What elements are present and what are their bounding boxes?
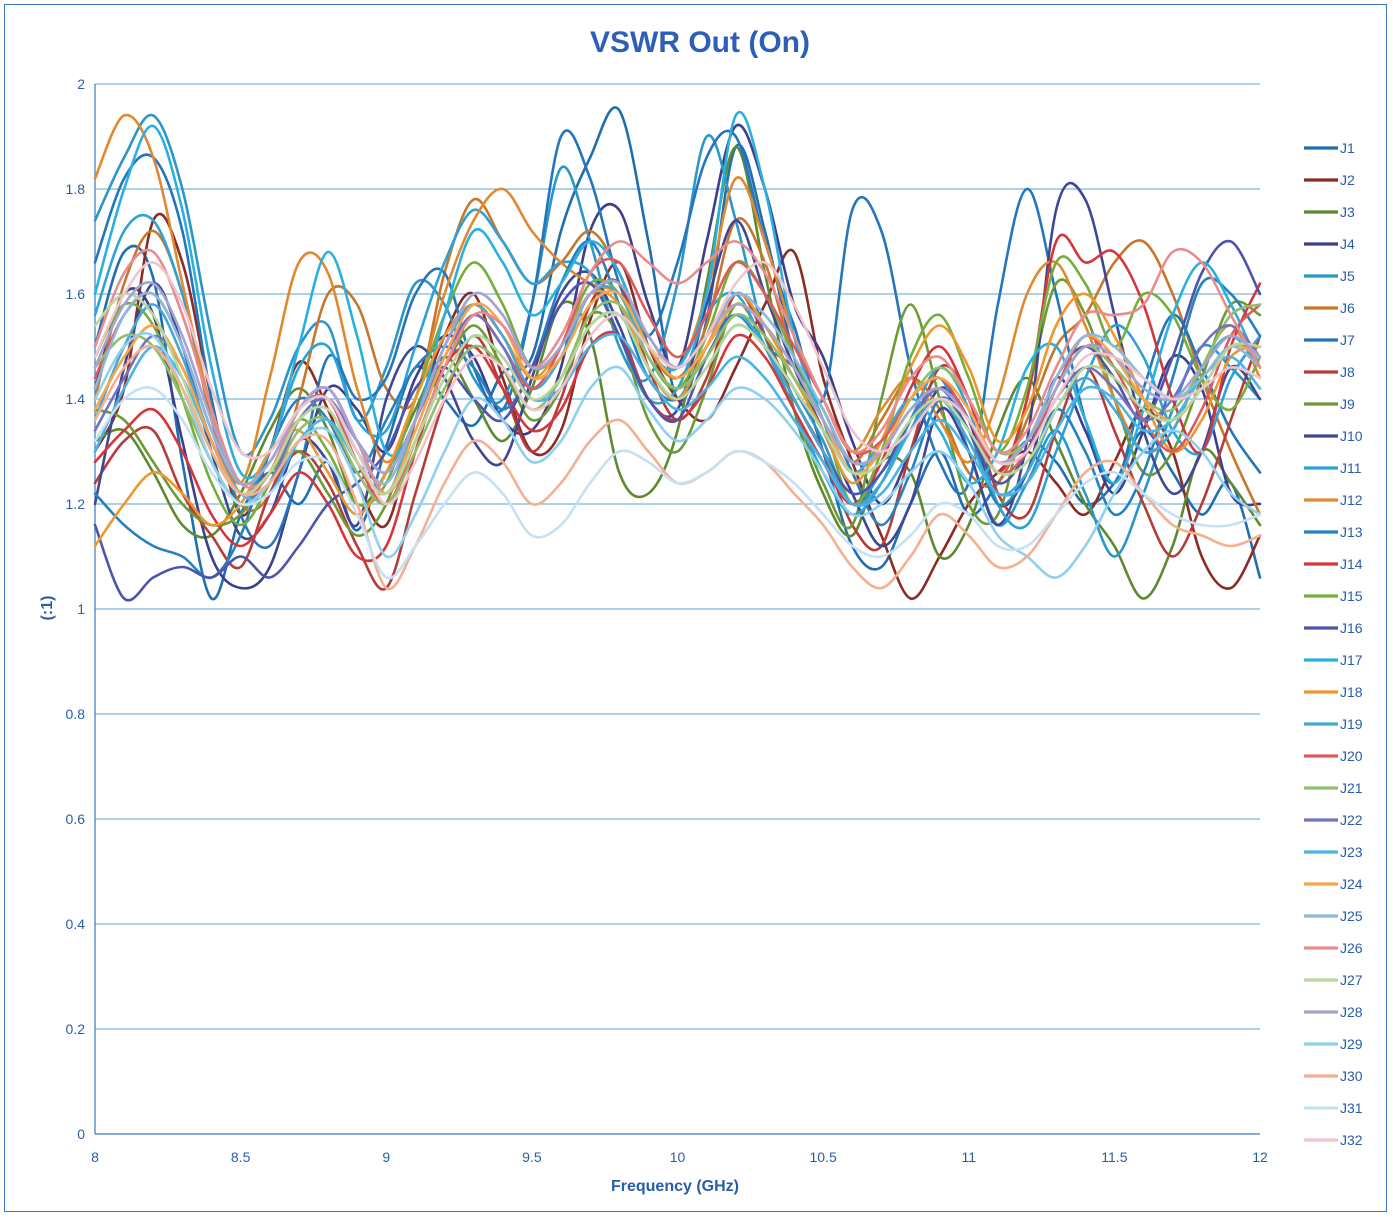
legend-label-j24: J24 bbox=[1340, 876, 1363, 892]
legend-label-j4: J4 bbox=[1340, 236, 1355, 252]
series-line-j23 bbox=[93, 332, 1262, 508]
y-axis-title: (:1) bbox=[39, 596, 56, 621]
x-tick-label: 9 bbox=[382, 1149, 390, 1165]
series-line-j17 bbox=[93, 111, 1262, 485]
x-tick-label: 12 bbox=[1252, 1149, 1268, 1165]
y-tick-label: 1.8 bbox=[66, 181, 86, 197]
series-line-j24 bbox=[93, 289, 1262, 496]
series-line-j2 bbox=[93, 212, 1262, 600]
y-tick-label: 1.6 bbox=[66, 286, 86, 302]
series-line-j1 bbox=[93, 106, 1262, 601]
legend-label-j14: J14 bbox=[1340, 556, 1363, 572]
legend-label-j10: J10 bbox=[1340, 428, 1363, 444]
legend-label-j12: J12 bbox=[1340, 492, 1363, 508]
series-line-j32 bbox=[93, 260, 1262, 506]
legend-label-j16: J16 bbox=[1340, 620, 1363, 636]
y-tick-label: 1 bbox=[77, 601, 85, 617]
legend-label-j11: J11 bbox=[1340, 460, 1362, 476]
series-line-j27 bbox=[93, 292, 1262, 496]
series-line-j22 bbox=[93, 310, 1262, 498]
series-lines bbox=[93, 106, 1262, 602]
legend-label-j9: J9 bbox=[1340, 396, 1355, 412]
y-tick-label: 2 bbox=[77, 76, 85, 92]
legend-label-j25: J25 bbox=[1340, 908, 1363, 924]
legend-label-j31: J31 bbox=[1340, 1100, 1363, 1116]
legend-label-j30: J30 bbox=[1340, 1068, 1363, 1084]
y-tick-label: 0.6 bbox=[66, 811, 86, 827]
legend-label-j27: J27 bbox=[1340, 972, 1363, 988]
chart-title: VSWR Out (On) bbox=[590, 26, 810, 59]
x-tick-label: 8 bbox=[91, 1149, 99, 1165]
legend-label-j3: J3 bbox=[1340, 204, 1355, 220]
x-tick-label: 9.5 bbox=[522, 1149, 542, 1165]
legend-label-j29: J29 bbox=[1340, 1036, 1363, 1052]
legend-label-j2: J2 bbox=[1340, 172, 1355, 188]
legend-label-j28: J28 bbox=[1340, 1004, 1363, 1020]
y-tick-label: 0 bbox=[77, 1126, 85, 1142]
x-tick-label: 11 bbox=[961, 1149, 976, 1165]
y-tick-label: 0.2 bbox=[66, 1021, 86, 1037]
legend-label-j5: J5 bbox=[1340, 268, 1355, 284]
legend-label-j26: J26 bbox=[1340, 940, 1363, 956]
legend-label-j15: J15 bbox=[1340, 588, 1363, 604]
legend-label-j20: J20 bbox=[1340, 748, 1363, 764]
legend-label-j7: J7 bbox=[1340, 332, 1355, 348]
legend-label-j1: J1 bbox=[1340, 140, 1355, 156]
legend-label-j32: J32 bbox=[1340, 1132, 1363, 1148]
x-tick-label: 10.5 bbox=[810, 1149, 837, 1165]
y-tick-label: 1.4 bbox=[66, 391, 86, 407]
y-tick-label: 0.4 bbox=[66, 916, 86, 932]
series-line-j29 bbox=[93, 331, 1262, 579]
x-axis-title: Frequency (GHz) bbox=[611, 1178, 739, 1195]
legend-label-j21: J21 bbox=[1340, 780, 1363, 796]
series-line-j18 bbox=[93, 289, 1262, 548]
legend-label-j13: J13 bbox=[1340, 524, 1363, 540]
legend-label-j19: J19 bbox=[1340, 716, 1363, 732]
x-tick-label: 10 bbox=[670, 1149, 686, 1165]
gridlines bbox=[95, 83, 1260, 1030]
series-line-j14 bbox=[93, 233, 1262, 563]
x-tick-label: 11.5 bbox=[1101, 1149, 1127, 1165]
legend-label-j6: J6 bbox=[1340, 300, 1355, 316]
x-tick-label: 8.5 bbox=[231, 1149, 251, 1165]
y-tick-label: 0.8 bbox=[66, 706, 86, 722]
series-line-j7 bbox=[93, 129, 1262, 549]
series-line-j31 bbox=[93, 386, 1262, 580]
legend-label-j22: J22 bbox=[1340, 812, 1363, 828]
chart-frame bbox=[4, 4, 1387, 1212]
axes: 0 0.2 0.4 0.6 0.8 1 1.2 1.4 1.6 1.8 2 8 8.5 9 9.5 10 10.… bbox=[66, 76, 1268, 1165]
legend-label-j17: J17 bbox=[1340, 652, 1363, 668]
legend-label-j23: J23 bbox=[1340, 844, 1363, 860]
y-tick-label: 1.2 bbox=[66, 496, 86, 512]
legend-label-j18: J18 bbox=[1340, 684, 1363, 700]
legend: J1 J2 J3 J4 J5 J6 J7 J8 J9 J10 J11 J12 J13 J14 J15 J16 J… bbox=[1304, 140, 1363, 1148]
legend-label-j8: J8 bbox=[1340, 364, 1355, 380]
